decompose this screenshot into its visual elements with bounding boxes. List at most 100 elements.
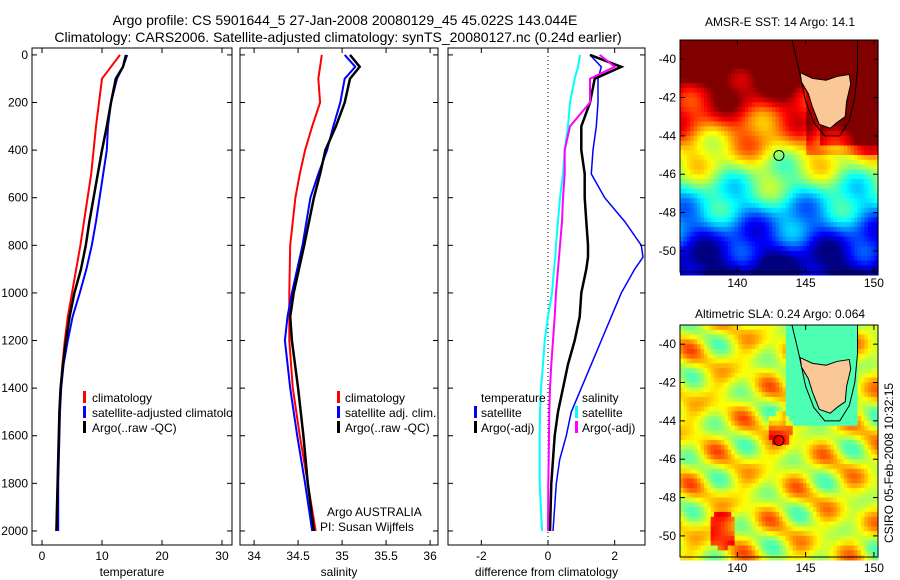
- map-cell: [871, 203, 876, 209]
- map-cell: [744, 478, 749, 484]
- map-cell: [860, 212, 865, 218]
- map-cell: [758, 68, 763, 75]
- map-cell: [697, 193, 702, 199]
- map-cell: [802, 111, 807, 118]
- map-cell: [816, 174, 821, 180]
- map-cell: [710, 363, 715, 369]
- map-cell: [731, 111, 736, 118]
- map-cell: [854, 207, 859, 214]
- map-cell: [748, 511, 753, 518]
- map-cell: [782, 483, 787, 489]
- map-cell: [813, 349, 818, 355]
- map-cell: [686, 334, 691, 340]
- map-cell: [741, 497, 746, 503]
- map-cell: [727, 468, 732, 475]
- map-cell: [813, 131, 818, 137]
- map-cell: [707, 377, 712, 384]
- map-cell: [796, 231, 801, 238]
- depth-contour: [791, 39, 859, 137]
- map-cell: [707, 483, 712, 489]
- map-cell: [724, 140, 729, 147]
- map-cell: [693, 507, 698, 513]
- map-cell: [721, 207, 726, 214]
- map-cell: [775, 250, 780, 257]
- map-cell: [874, 49, 879, 55]
- map-cell: [789, 217, 794, 223]
- map-cell: [738, 444, 743, 451]
- map-cell: [813, 59, 818, 65]
- map-cell: [693, 478, 698, 484]
- legend-label: satellite: [582, 406, 623, 420]
- map-cell: [768, 325, 773, 331]
- map-cell: [690, 231, 695, 238]
- map-cell: [799, 401, 804, 408]
- map-cell: [683, 468, 688, 475]
- map-cell: [813, 73, 818, 79]
- map-cell: [690, 483, 695, 489]
- map-cell: [782, 174, 787, 180]
- map-cell: [816, 207, 821, 214]
- map-cell: [802, 531, 807, 537]
- map-cell: [854, 265, 859, 271]
- map-cell: [744, 459, 749, 465]
- map-cell: [683, 236, 688, 242]
- map-cell: [751, 40, 756, 46]
- map-cell: [840, 222, 845, 228]
- map-cell: [690, 87, 695, 94]
- map-cell: [792, 207, 797, 214]
- map-cell: [823, 246, 828, 252]
- map-cell: [775, 207, 780, 214]
- map-cell: [779, 372, 784, 379]
- map-cell: [717, 440, 722, 446]
- map-cell: [758, 521, 763, 527]
- map-cell: [693, 483, 698, 489]
- map-cell: [816, 231, 821, 238]
- map-cell: [792, 545, 797, 551]
- map-cell: [683, 392, 688, 398]
- map-cell: [843, 188, 848, 194]
- map-cell: [738, 207, 743, 214]
- map-cell: [843, 116, 848, 123]
- map-cell: [799, 430, 804, 436]
- map-cell: [758, 516, 763, 523]
- map-cell: [700, 131, 705, 137]
- map-cell: [717, 270, 722, 276]
- map-cell: [823, 179, 828, 185]
- map-cell: [686, 344, 691, 350]
- map-cell: [755, 198, 760, 204]
- map-cell: [710, 270, 715, 276]
- map-cell: [867, 40, 872, 46]
- map-cell: [785, 531, 790, 537]
- map-cell: [768, 260, 773, 266]
- map-cell: [721, 372, 726, 379]
- map-cell: [772, 502, 777, 508]
- map-cell: [758, 478, 763, 484]
- map-cell: [717, 540, 722, 547]
- map-cell: [727, 483, 732, 489]
- map-cell: [761, 59, 766, 65]
- map-cell: [809, 464, 814, 470]
- map-cell: [755, 473, 760, 479]
- map-cell: [816, 155, 821, 161]
- map-cell: [741, 401, 746, 408]
- map-cell: [761, 406, 766, 412]
- map-cell: [744, 349, 749, 355]
- map-cell: [686, 116, 691, 123]
- map-cell: [731, 368, 736, 374]
- map-cell: [806, 531, 811, 537]
- map-cell: [779, 174, 784, 180]
- map-cell: [758, 449, 763, 455]
- map-cell: [854, 255, 859, 262]
- map-cell: [744, 226, 749, 233]
- map-cell: [721, 449, 726, 455]
- map-cell: [741, 502, 746, 508]
- map-cell: [721, 241, 726, 247]
- map-cell: [799, 116, 804, 123]
- map-cell: [792, 111, 797, 118]
- map-cell: [700, 116, 705, 123]
- map-cell: [867, 159, 872, 166]
- map-cell: [820, 140, 825, 147]
- map-cell: [785, 492, 790, 499]
- map-cell: [738, 382, 743, 388]
- map-cell: [765, 179, 770, 185]
